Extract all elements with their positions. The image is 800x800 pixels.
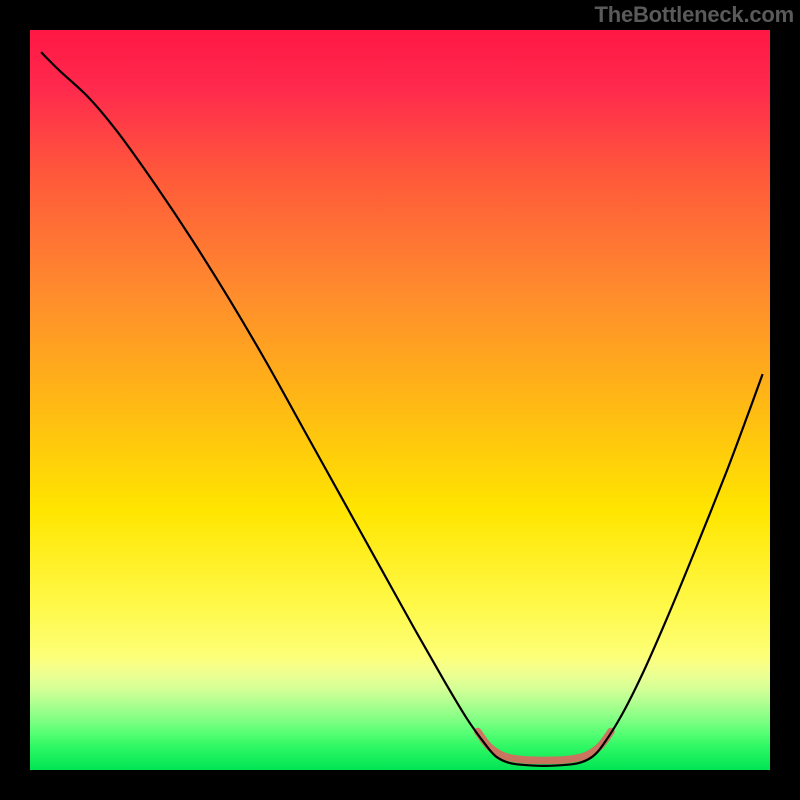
chart-svg <box>0 0 800 800</box>
plot-background <box>30 30 770 770</box>
watermark-text: TheBottleneck.com <box>594 2 794 28</box>
bottleneck-chart: TheBottleneck.com <box>0 0 800 800</box>
